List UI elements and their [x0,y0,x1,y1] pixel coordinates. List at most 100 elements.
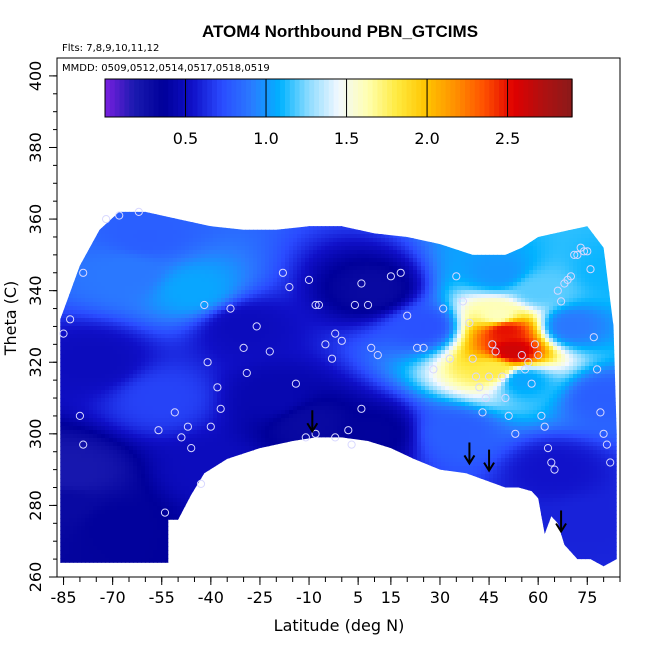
x-tick-label: -40 [198,588,224,607]
x-tick-label: 45 [479,588,499,607]
data-point [134,207,143,216]
colorbar-swatch [499,79,505,117]
data-point [583,247,592,256]
data-point [599,429,608,438]
colorbar-swatch [362,79,369,117]
data-point [596,408,605,417]
colorbar-swatch [280,79,286,117]
data-point [573,250,582,259]
data-point [183,422,192,431]
colorbar-swatch [207,79,213,117]
colorbar-swatch [557,79,563,117]
data-point [75,411,85,420]
data-point [337,336,346,345]
colorbar-swatch [139,79,145,117]
data-point [331,433,340,442]
x-axis-label: Latitude (deg N) [274,616,405,635]
data-point [301,433,310,442]
data-point [481,393,490,403]
colorbar-swatch [265,79,272,117]
data-point [537,411,546,420]
colorbar-tick-label: 2.0 [414,129,439,148]
colorbar-swatch [382,79,388,117]
colorbar-swatch [435,79,442,117]
colorbar-swatch [484,79,490,117]
colorbar-swatch [143,79,150,117]
colorbar-swatch [533,79,539,117]
colorbar-swatch [289,79,296,117]
colorbar-swatch [197,79,203,117]
data-point [327,354,337,363]
colorbar-swatch [528,79,534,117]
colorbar-swatch [323,79,330,117]
data-point [226,304,235,313]
data-point [170,408,179,417]
data-point [439,304,448,313]
colorbar-swatch [202,79,208,117]
colorbar-swatch [348,79,354,117]
data-point [187,444,196,453]
data-point [586,265,595,274]
arrow-marker [555,510,567,534]
colorbar-swatch [411,79,418,117]
colorbar-swatch [109,79,116,117]
measurement-points [59,207,615,517]
data-point [200,300,209,310]
data-point [213,383,222,392]
colorbar-swatch [153,79,160,117]
data-point [602,440,612,449]
colorbar-swatch [396,79,403,117]
data-point [550,465,559,474]
colorbar-swatch [518,79,525,117]
plot-frame [56,57,621,578]
data-point [478,408,487,417]
colorbar-swatch [314,79,320,117]
data-point [79,268,88,277]
data-point [265,347,274,356]
colorbar-swatch [119,79,126,117]
colorbar-swatch [503,79,510,117]
colorbar-swatch [387,79,393,117]
colorbar-swatch [479,79,486,117]
data-point [367,343,376,352]
x-tick-label: 5 [353,588,363,607]
arrow-marker [483,449,495,473]
arrow-marker [463,442,476,466]
colorbar-swatch [406,79,413,117]
x-tick-label: -10 [296,588,322,607]
data-point [419,343,428,352]
data-point [527,379,536,388]
colorbar-swatch [226,79,233,117]
data-point [511,429,520,438]
colorbar-swatch [333,79,340,117]
data-point [452,272,461,281]
data-point [79,440,88,449]
colorbar-swatch [129,79,135,117]
data-point [154,426,163,435]
colorbar-tick-label: 1.5 [334,129,359,148]
colorbar-swatch [357,79,364,117]
colorbar-swatch [353,79,359,117]
data-point [557,297,566,306]
x-tick-label: 60 [528,588,548,607]
colorbar-swatch [392,79,398,117]
colorbar-swatch [440,79,447,117]
colorbar-swatch [328,79,335,117]
data-point [498,372,507,381]
colorbar-swatch [513,79,520,117]
data-point [475,383,484,392]
colorbar-swatch [372,79,379,117]
data-point [566,272,576,281]
y-tick-label: 380 [26,132,45,163]
colorbar-swatch [173,79,179,117]
data-point [344,426,353,435]
data-point [504,411,513,420]
data-point [445,354,454,363]
colorbar-tick-label: 1.0 [253,129,278,148]
colorbar-swatch [401,79,408,117]
data-point [485,372,494,381]
data-point [471,372,481,381]
arrow-marker [306,410,319,434]
data-point [501,393,510,403]
y-tick-label: 300 [26,419,45,450]
